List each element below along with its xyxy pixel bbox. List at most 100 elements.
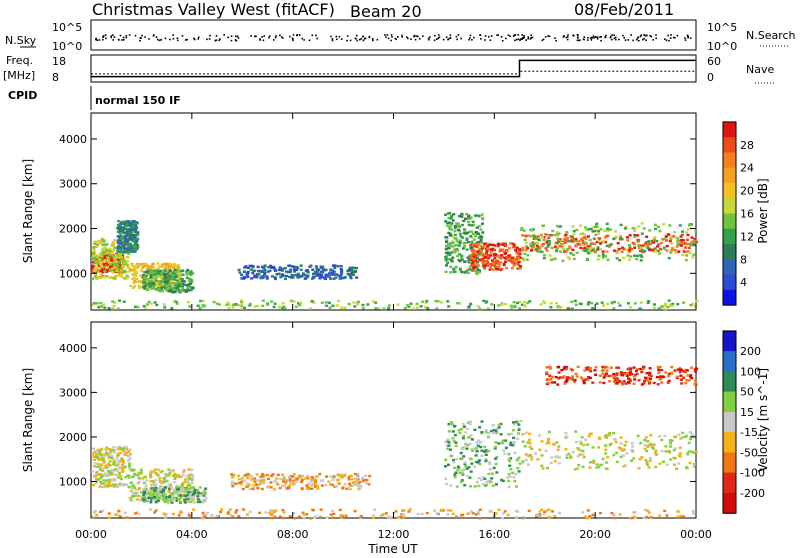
velocity-cell: [576, 447, 580, 450]
power-cell: [284, 274, 288, 278]
power-ytick-label: 3000: [59, 178, 87, 191]
power-cell: [112, 277, 116, 280]
power-cell: [640, 246, 644, 249]
velocity-cell: [632, 366, 636, 369]
nsky-point: [600, 39, 602, 42]
velocity-cell: [620, 381, 624, 384]
velocity-cell: [549, 378, 553, 381]
velocity-cell: [478, 508, 482, 511]
power-cell: [481, 261, 485, 264]
power-cell: [382, 307, 386, 310]
power-ytick-label: 1000: [59, 267, 87, 280]
velocity-cell: [464, 444, 468, 447]
velocity-cell: [160, 469, 164, 473]
power-cell: [107, 307, 111, 310]
power-cell: [692, 253, 696, 256]
velocity-cell: [95, 514, 99, 517]
velocity-cell: [509, 457, 513, 460]
velocity-cell: [239, 482, 243, 486]
velocity-heatmap: [91, 365, 699, 520]
velocity-colorbar-swatch: [723, 371, 736, 393]
velocity-cell: [124, 446, 128, 449]
nsky-point: [141, 34, 143, 37]
velocity-cell: [625, 374, 629, 377]
velocity-cell: [283, 485, 287, 488]
power-cell: [415, 306, 419, 309]
nsky-point: [449, 36, 452, 39]
velocity-cell: [337, 474, 341, 477]
velocity-cell: [125, 483, 129, 486]
power-cell: [101, 250, 105, 254]
power-cell: [328, 306, 332, 309]
velocity-cell: [117, 476, 120, 479]
power-cell: [453, 248, 457, 251]
velocity-cell: [686, 453, 690, 456]
power-cell: [641, 250, 645, 254]
power-cell: [253, 305, 257, 308]
power-cell: [633, 302, 637, 305]
nsky-point: [604, 36, 606, 38]
velocity-cell: [509, 441, 513, 444]
power-cell: [123, 252, 126, 255]
nsky-point: [605, 34, 607, 37]
velocity-cell: [452, 458, 455, 462]
xtick-label: 16:00: [478, 528, 510, 541]
power-cell: [685, 238, 689, 241]
velocity-cell: [577, 463, 581, 467]
power-cell: [243, 306, 246, 309]
power-cell: [127, 228, 131, 231]
velocity-cell: [106, 470, 110, 473]
velocity-cell: [154, 486, 158, 489]
power-cell: [284, 270, 288, 273]
nsky-point: [119, 34, 122, 37]
power-cell: [689, 244, 693, 247]
power-cell: [449, 217, 453, 220]
velocity-cell: [634, 369, 638, 373]
power-cell: [640, 244, 644, 248]
velocity-cell: [617, 366, 620, 369]
velocity-cell: [604, 444, 608, 447]
nsky-point: [501, 40, 504, 42]
power-cell: [537, 250, 541, 253]
velocity-cell: [662, 460, 665, 463]
velocity-cell: [475, 441, 479, 444]
power-cell: [117, 220, 121, 223]
velocity-cell: [162, 493, 166, 496]
power-cell: [91, 268, 95, 271]
velocity-cell: [189, 500, 193, 503]
power-cell: [463, 245, 467, 248]
velocity-cell: [242, 508, 246, 511]
power-cell: [473, 263, 477, 266]
velocity-cell: [640, 456, 644, 459]
power-cell: [449, 258, 453, 262]
velocity-cell: [619, 372, 623, 376]
velocity-cell: [110, 457, 114, 460]
power-cell: [164, 263, 168, 266]
velocity-cell: [259, 475, 263, 479]
power-cell: [476, 305, 480, 308]
velocity-cell: [507, 485, 511, 489]
power-cell: [490, 303, 494, 306]
power-cell: [295, 265, 299, 269]
power-cell: [588, 249, 592, 252]
power-cell: [648, 229, 652, 232]
power-cell: [122, 260, 126, 263]
nsky-point: [303, 39, 305, 41]
power-cell: [117, 259, 121, 262]
nsky-point: [507, 34, 510, 36]
velocity-cell: [269, 481, 273, 484]
nsky-point: [152, 35, 155, 37]
power-cell: [662, 238, 666, 241]
nsky-point: [611, 38, 613, 41]
power-cell: [469, 234, 473, 238]
power-cell: [553, 245, 557, 249]
nsky-point: [125, 34, 128, 37]
power-cell: [482, 245, 485, 248]
velocity-cell: [604, 452, 608, 455]
nsky-point: [215, 35, 218, 37]
power-cell: [610, 301, 614, 304]
power-cell: [659, 306, 663, 309]
power-cell: [95, 245, 99, 248]
power-cell: [215, 302, 219, 305]
power-colorbar-label: Power [dB]: [756, 178, 770, 243]
